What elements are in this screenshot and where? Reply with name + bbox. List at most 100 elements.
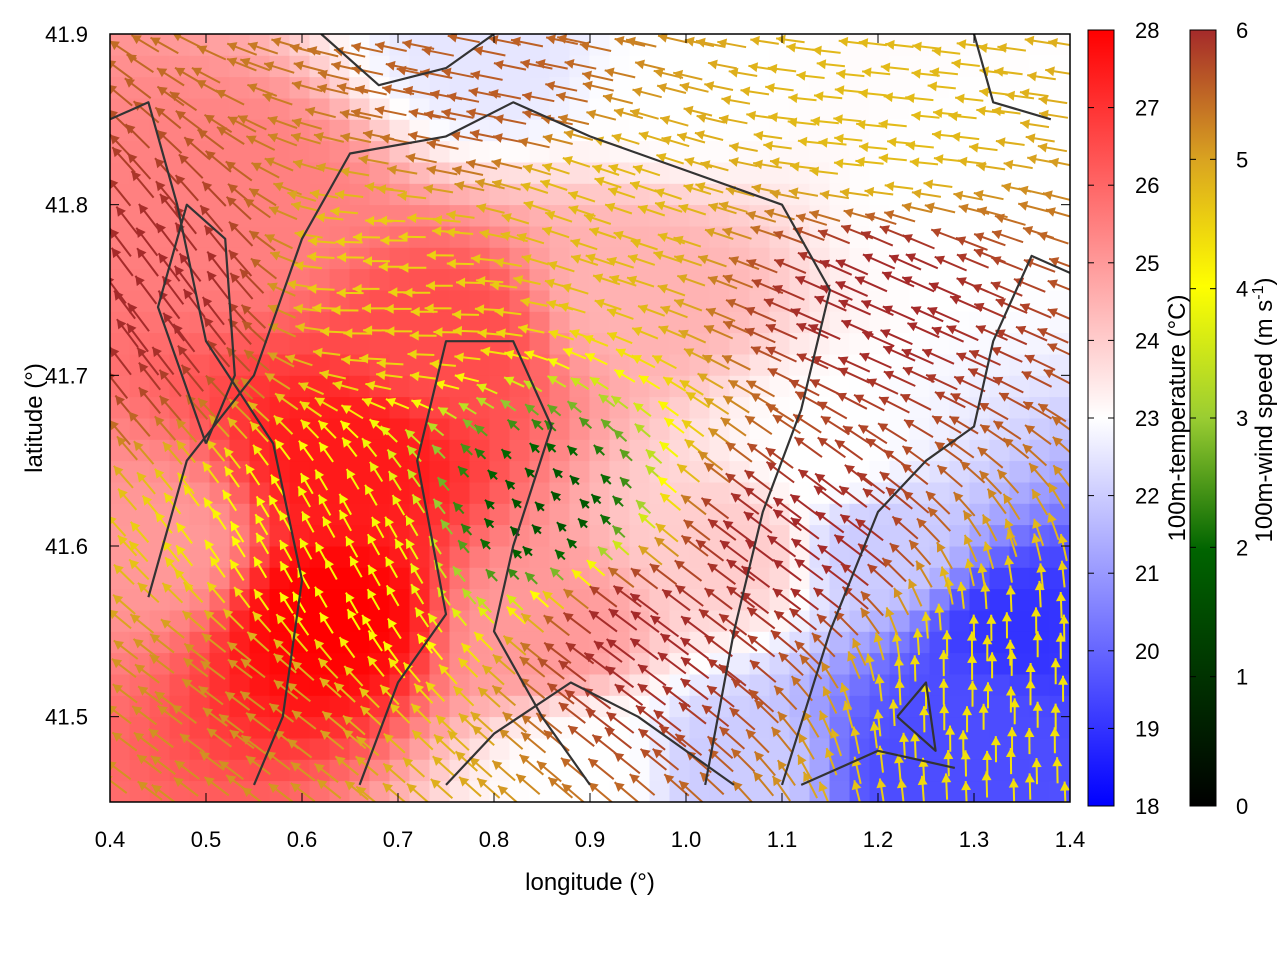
temperature-cell [989, 438, 1011, 462]
wind-arrow [991, 229, 1024, 244]
temperature-cell [369, 310, 391, 334]
wind-arrow [588, 609, 618, 633]
temperature-cell [589, 182, 611, 206]
wind-arrow [680, 615, 710, 638]
wind-arrow [918, 757, 929, 785]
temperature-cell [889, 161, 911, 184]
wind-arrow [389, 702, 411, 724]
temperature-cell [329, 332, 351, 355]
wind-arrow [322, 516, 336, 538]
wind-arrow [206, 727, 232, 748]
temperature-cell [449, 694, 471, 718]
wind-arrow [608, 163, 636, 176]
wind-arrow [661, 588, 691, 612]
wind-arrow [229, 559, 245, 581]
wind-arrow [110, 609, 132, 630]
wind-arrow [858, 38, 888, 48]
wind-arrow [819, 710, 834, 739]
wind-arrow [842, 425, 872, 446]
wind-arrow [789, 161, 819, 172]
wind-arrow [607, 186, 636, 199]
wind-arrow [919, 706, 930, 733]
wind-arrow [728, 256, 760, 271]
wind-arrow [206, 581, 226, 604]
wind-arrow [506, 605, 527, 625]
wind-arrow [246, 631, 270, 652]
temperature-cell [929, 332, 951, 355]
temperature-cell [509, 246, 531, 270]
temperature-cell [229, 588, 251, 611]
temperature-cell [1049, 780, 1070, 802]
wind-arrow [247, 41, 279, 55]
wind-arrow [676, 463, 701, 483]
wind-arrow [614, 683, 644, 706]
wind-arrow [916, 517, 941, 543]
wind-arrow [445, 227, 474, 238]
wind-arrow [161, 582, 184, 604]
temperature-cell [449, 374, 471, 398]
temperature-cell [1049, 417, 1070, 440]
wind-arrow [888, 699, 899, 727]
wind-arrow [446, 210, 475, 221]
wind-arrow [634, 423, 651, 438]
temperature-cell [829, 97, 851, 120]
temperature-cell [209, 34, 231, 56]
temperature-cell [989, 780, 1011, 802]
wind-arrow [629, 637, 659, 661]
wind-arrow [545, 441, 557, 453]
temperature-cell [949, 609, 971, 632]
wind-arrow [836, 392, 868, 410]
wind-arrow [149, 633, 175, 654]
wind-arrow [268, 782, 294, 802]
temperature-cell [169, 716, 191, 739]
wind-arrow [151, 346, 175, 376]
temperature-cell [689, 54, 711, 78]
temperature-cell [309, 566, 331, 590]
temperature-cell [1029, 737, 1051, 760]
wind-arrow [566, 445, 578, 457]
wind-arrow [750, 225, 782, 239]
wind-arrow [498, 728, 524, 750]
wind-arrow [510, 36, 544, 48]
wind-arrow [638, 131, 667, 143]
temperature-cell [969, 545, 991, 568]
temperature-cell [549, 630, 571, 654]
colorbar-tick-label: 21 [1135, 561, 1159, 586]
wind-arrow [528, 442, 540, 454]
wind-arrow [375, 370, 403, 381]
temperature-cell [249, 780, 271, 802]
wind-arrow [654, 201, 683, 213]
wind-arrow [175, 418, 198, 443]
temperature-cell [209, 630, 231, 654]
wind-arrow [678, 780, 704, 802]
colorbar-tick-label: 4 [1236, 277, 1248, 302]
wind-arrow [584, 352, 608, 366]
wind-arrow [934, 391, 966, 409]
wind-arrow [305, 106, 336, 119]
temperature-cell [1029, 76, 1051, 99]
temperature-cell [429, 694, 451, 718]
wind-arrow [182, 657, 209, 678]
temperature-cell [609, 54, 631, 78]
wind-arrow [772, 414, 801, 435]
wind-arrow [838, 485, 868, 508]
wind-arrow [813, 485, 843, 508]
wind-arrow [936, 464, 963, 488]
temperature-cell [949, 140, 971, 163]
wind-arrow [138, 361, 161, 391]
temperature-cell [929, 545, 951, 568]
wind-arrow [547, 776, 574, 799]
temperature-cell [689, 524, 711, 547]
temperature-cell [509, 76, 531, 99]
wind-arrow [694, 130, 724, 141]
wind-arrow [154, 157, 179, 185]
wind-arrow [765, 83, 794, 93]
wind-arrow [924, 202, 956, 214]
wind-arrow [707, 275, 738, 290]
temperature-cell [809, 76, 831, 99]
temperature-cell [769, 118, 791, 142]
wind-arrow [889, 542, 915, 568]
wind-arrow [461, 587, 477, 605]
wind-arrow [637, 683, 667, 706]
wind-arrow [110, 227, 132, 258]
